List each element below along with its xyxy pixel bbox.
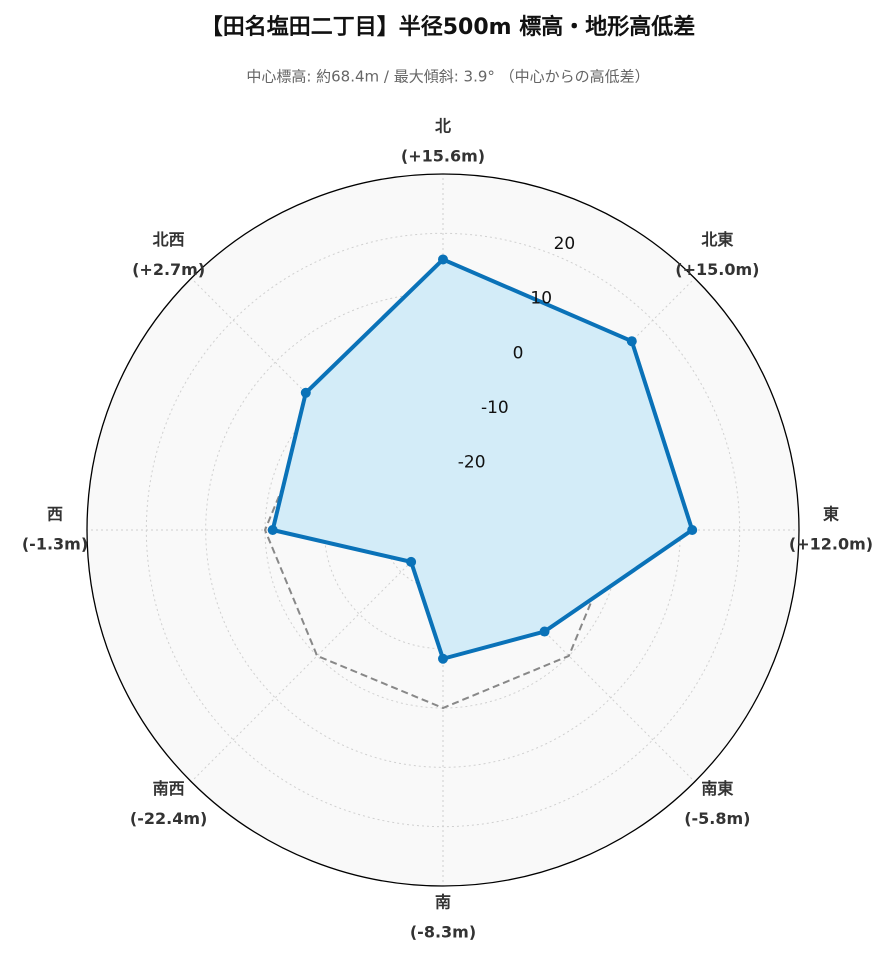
data-point: [626, 336, 637, 347]
data-point: [438, 254, 448, 265]
value-label: (+2.7m): [132, 260, 205, 279]
data-point: [438, 653, 448, 664]
value-label: (-5.8m): [684, 809, 750, 828]
grid-spoke: [442, 529, 696, 783]
category-label: 北東: [701, 230, 733, 249]
data-point: [687, 525, 698, 535]
grid-spoke: [190, 277, 444, 531]
r-tick-label: 0: [513, 343, 524, 363]
value-label: (-22.4m): [130, 809, 207, 828]
value-label: (+12.0m): [789, 535, 873, 554]
value-label: (+15.0m): [675, 260, 759, 279]
plot-border: [86, 173, 800, 887]
category-label: 南西: [153, 779, 185, 798]
r-tick-label: -10: [481, 398, 509, 418]
value-label: (-1.3m): [22, 535, 88, 554]
category-label: 南東: [701, 779, 733, 798]
data-point: [267, 525, 278, 535]
data-point: [406, 556, 417, 567]
category-label: 南: [435, 893, 451, 912]
grid-spoke: [190, 529, 444, 783]
grid-spoke: [442, 277, 696, 531]
value-label: (+15.6m): [401, 147, 485, 166]
r-tick-label: -20: [458, 452, 486, 472]
r-tick-label: 20: [554, 234, 576, 254]
category-label: 西: [47, 505, 63, 524]
chart-title: 【田名塩田二丁目】半径500m 標高・地形高低差: [201, 14, 696, 40]
category-label: 東: [823, 505, 839, 524]
r-tick-label: 10: [530, 289, 552, 309]
data-point: [539, 626, 550, 637]
category-label: 北西: [153, 230, 185, 249]
data-point: [300, 387, 311, 398]
chart-subtitle: 中心標高: 約68.4m / 最大傾斜: 3.9° （中心からの高低差）: [246, 68, 649, 86]
category-label: 北: [435, 117, 451, 136]
value-label: (-8.3m): [410, 923, 476, 942]
